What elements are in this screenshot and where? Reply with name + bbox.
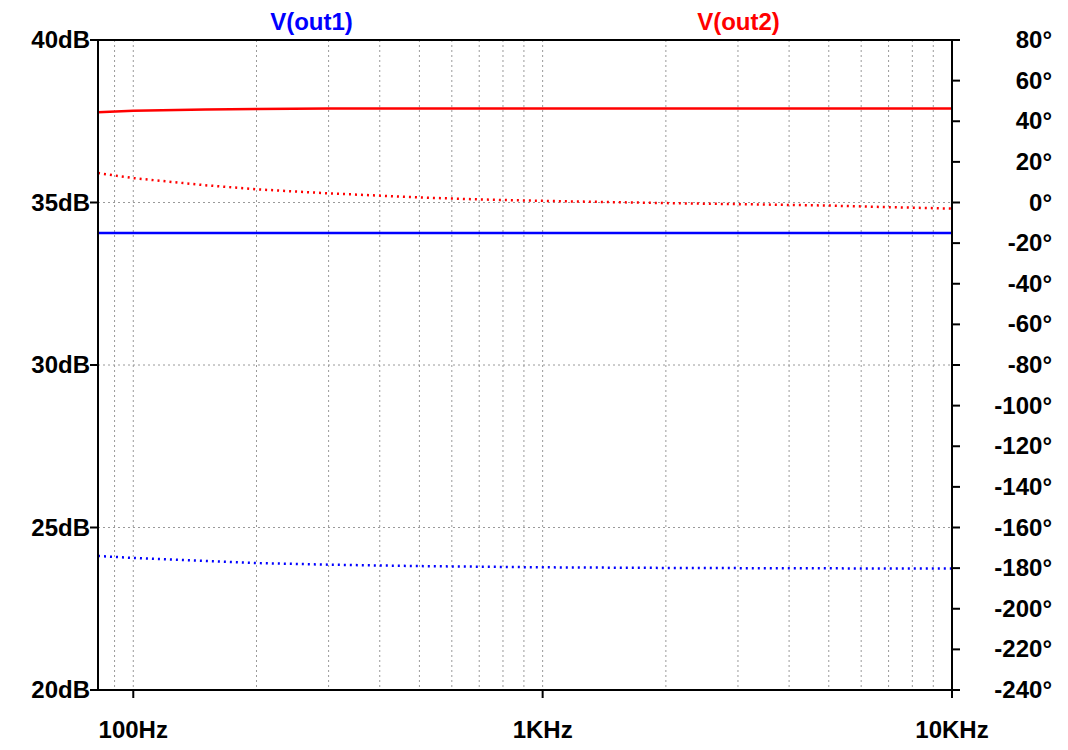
minor-grid-line	[451, 40, 452, 690]
y2-tick-label: 80°	[1016, 26, 1052, 53]
chart: 100Hz 1KHz 10KHz 20dB 25dB 30dB 35dB 40dB 80° 60°…	[0, 0, 1068, 750]
y2-tick	[952, 80, 960, 82]
phase-line	[98, 556, 952, 569]
y2-tick-label: 40°	[1016, 107, 1052, 134]
y2-tick-label: 20°	[1016, 148, 1052, 175]
y2-tick-label: -140°	[994, 473, 1052, 500]
y2-tick	[952, 242, 960, 244]
legend-entry: V(out2)	[697, 8, 780, 35]
x-tick-label: 1KHz	[513, 716, 573, 743]
y2-tick-label: 0°	[1029, 189, 1052, 216]
y2-tick-label: -20°	[1008, 229, 1052, 256]
x-tick-label: 100Hz	[99, 716, 168, 743]
y2-tick-label: -160°	[994, 514, 1052, 541]
phase-line	[98, 173, 952, 209]
y-tick-label: 20dB	[31, 676, 90, 703]
y-grid-line	[98, 527, 952, 528]
y2-tick	[952, 39, 960, 41]
magnitude-line	[98, 109, 952, 113]
x-tick	[951, 690, 953, 698]
y-grid-line	[98, 365, 952, 366]
y2-tick	[952, 689, 960, 691]
y2-tick-label: -80°	[1008, 351, 1052, 378]
y2-tick	[952, 161, 960, 163]
y-tick-label: 25dB	[31, 514, 90, 541]
grid	[98, 40, 952, 690]
minor-grid-line	[912, 40, 913, 690]
y-grid-line	[98, 202, 952, 203]
y2-tick	[952, 364, 960, 366]
y-tick	[90, 39, 98, 41]
y-tick	[90, 364, 98, 366]
minor-grid-line	[861, 40, 862, 690]
legend-entry: V(out1)	[270, 8, 353, 35]
y2-tick	[952, 527, 960, 529]
y-tick	[90, 202, 98, 204]
y2-tick	[952, 648, 960, 650]
y2-tick-label: -220°	[994, 635, 1052, 662]
magnitude-line	[98, 232, 952, 235]
y2-tick-label: -200°	[994, 595, 1052, 622]
y2-tick-label: -100°	[994, 392, 1052, 419]
y2-tick	[952, 486, 960, 488]
y-tick-label: 40dB	[31, 26, 90, 53]
y2-tick-label: -120°	[994, 432, 1052, 459]
x-tick-label: 10KHz	[915, 716, 988, 743]
y2-tick-label: -60°	[1008, 310, 1052, 337]
y2-tick-label: -40°	[1008, 270, 1052, 297]
y2-tick-label: 60°	[1016, 67, 1052, 94]
x-tick	[132, 690, 134, 698]
plot-frame	[98, 40, 952, 690]
y2-tick	[952, 567, 960, 569]
y-tick-label: 30dB	[31, 351, 90, 378]
y2-tick	[952, 445, 960, 447]
y-tick-label: 35dB	[31, 189, 90, 216]
y2-tick-label: -180°	[994, 554, 1052, 581]
y2-tick	[952, 323, 960, 325]
series-group	[98, 109, 952, 569]
minor-grid-line	[256, 40, 257, 690]
y-tick	[90, 527, 98, 529]
minor-grid-line	[665, 40, 666, 690]
y-tick	[90, 689, 98, 691]
background	[0, 0, 1068, 750]
y2-tick	[952, 120, 960, 122]
y2-tick	[952, 405, 960, 407]
y2-tick	[952, 202, 960, 204]
y2-tick	[952, 608, 960, 610]
y2-tick	[952, 283, 960, 285]
y2-tick-label: -240°	[994, 676, 1052, 703]
x-grid-line	[542, 40, 543, 690]
x-tick	[542, 690, 544, 698]
